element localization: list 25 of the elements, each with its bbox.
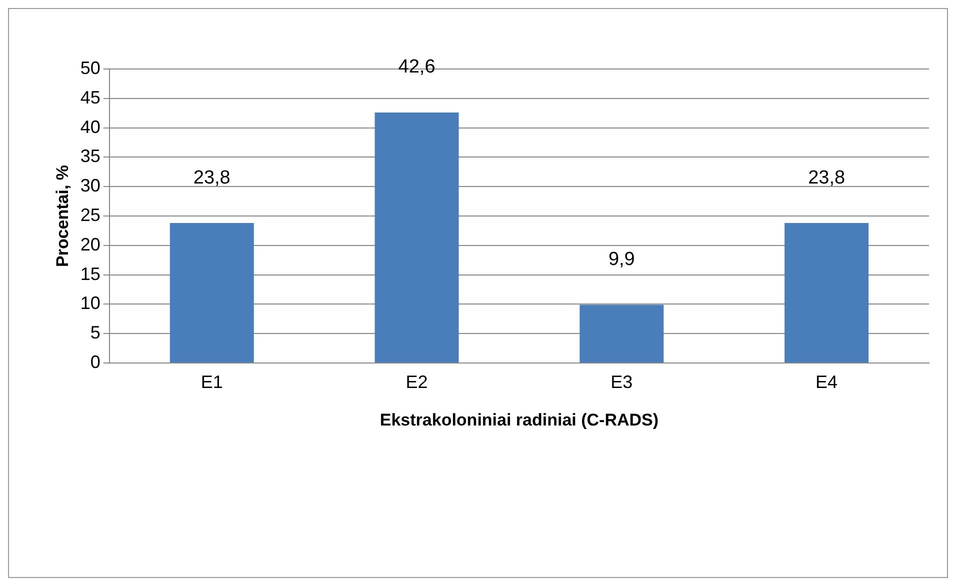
data-label: 23,8: [193, 167, 230, 188]
y-tick-label: 35: [80, 146, 100, 166]
y-tick-label: 15: [80, 264, 100, 284]
bar: [170, 223, 254, 362]
bar: [580, 304, 664, 362]
y-tick-label: 50: [80, 58, 100, 78]
x-tick-label: E2: [406, 372, 428, 392]
x-axis-title: Ekstrakoloniniai radiniai (C-RADS): [380, 410, 659, 430]
data-label: 9,9: [608, 249, 635, 270]
y-tick-label: 5: [90, 322, 100, 343]
y-tick-label: 45: [80, 87, 100, 108]
y-axis-title: Procentai, %: [52, 164, 72, 268]
y-tick-label: 40: [80, 116, 100, 137]
x-tick-label: E1: [200, 372, 223, 392]
data-label: 23,8: [808, 167, 846, 188]
y-tick-label: 25: [80, 204, 100, 225]
x-tick-label: E3: [610, 372, 633, 392]
y-tick-label: 0: [90, 352, 100, 372]
y-tick-label: 10: [80, 293, 100, 314]
bar: [374, 112, 459, 362]
data-label: 42,6: [398, 56, 436, 78]
bar: [784, 223, 869, 362]
y-tick-label: 20: [80, 234, 100, 254]
x-tick-label: E4: [816, 372, 838, 392]
y-tick-label: 30: [80, 176, 100, 196]
